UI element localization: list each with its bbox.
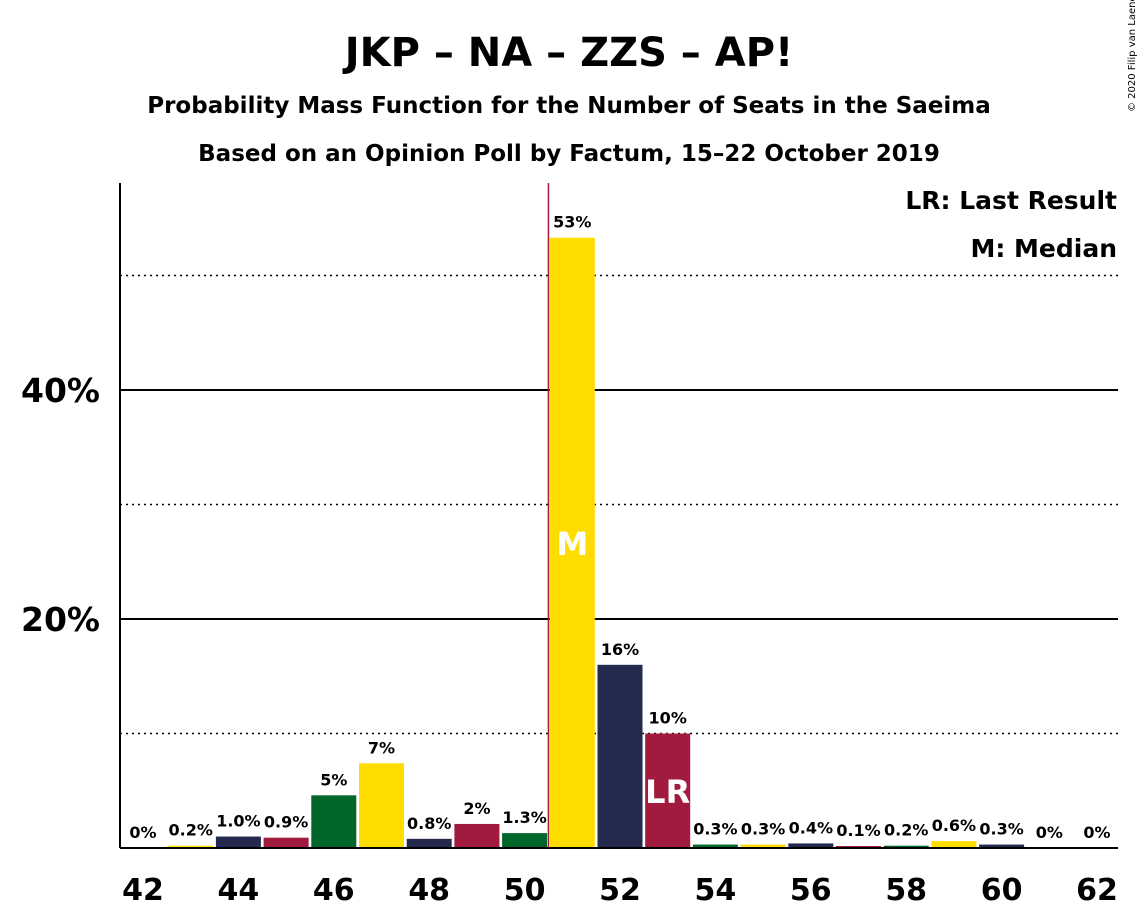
- bar-value-label: 0.3%: [979, 820, 1023, 839]
- y-tick-label: 40%: [21, 371, 100, 410]
- bar-value-label: 5%: [320, 770, 347, 789]
- bar-value-label: 0.9%: [264, 813, 308, 832]
- median-marker: M: [556, 525, 588, 563]
- y-tick-label: 20%: [21, 600, 100, 639]
- last-result-marker: LR: [645, 773, 690, 811]
- x-tick-label: 56: [790, 873, 832, 908]
- bar-seat-49: [454, 823, 500, 848]
- bar-seat-50: [502, 833, 548, 848]
- bar-labels-group: 0% 0.2% 1.0% 0.9%5%7%0.8%2% 1.3%53%16%10%0.3…: [129, 213, 1110, 842]
- axes-group: 42 44 46 48 50 52 54 56 58 60 62: [119, 183, 1118, 908]
- bar-value-label: 53%: [553, 213, 591, 232]
- legend-median: M: Median: [970, 234, 1117, 263]
- bar-value-label: 0.8%: [407, 814, 451, 833]
- bar-seat-43: [168, 845, 214, 848]
- legend-last-result: LR: Last Result: [905, 186, 1117, 215]
- x-tick-label: 54: [695, 873, 737, 908]
- bar-seat-55: [740, 844, 786, 848]
- bar-seat-47: [359, 763, 404, 848]
- copyright-note: © 2020 Filip van Laenen: [1127, 0, 1138, 112]
- x-tick-label: 44: [218, 873, 260, 908]
- bar-seat-46: [311, 795, 357, 848]
- bar-seat-54: [692, 844, 738, 848]
- bar-value-label: 16%: [601, 640, 639, 659]
- x-tick-label: 46: [313, 873, 355, 908]
- bar-seat-53: [645, 733, 691, 848]
- bar-value-label: 0.4%: [789, 818, 833, 837]
- chart-title: JKP – NA – ZZS – AP!: [342, 30, 794, 76]
- x-tick-label: 50: [504, 873, 546, 908]
- x-tick-label: 48: [408, 873, 450, 908]
- bars-group: [168, 183, 1025, 849]
- bar-seat-44: [215, 836, 261, 848]
- bar-value-label: 10%: [649, 709, 687, 728]
- bar-value-label: 0.2%: [169, 821, 213, 840]
- x-tick-label: 60: [981, 873, 1023, 908]
- bar-value-label: 0.3%: [693, 820, 737, 839]
- x-tick-label: 42: [122, 873, 164, 908]
- chart-subtitle-2: Based on an Opinion Poll by Factum, 15–2…: [198, 141, 940, 167]
- x-tick-label: 58: [885, 873, 927, 908]
- bar-seat-59: [931, 841, 977, 848]
- bar-seat-51: [549, 237, 595, 849]
- x-tick-label: 62: [1076, 873, 1118, 908]
- bar-value-label: 0.1%: [836, 821, 880, 840]
- bar-seat-58: [883, 845, 929, 848]
- chart-subtitle-1: Probability Mass Function for the Number…: [147, 93, 991, 119]
- bar-seat-48: [406, 838, 452, 848]
- bar-value-label: 0.6%: [932, 816, 976, 835]
- bar-value-label: 0%: [129, 823, 156, 842]
- bar-value-label: 2%: [463, 799, 490, 818]
- bar-value-label: 0.2%: [884, 821, 928, 840]
- bar-seat-56: [788, 843, 834, 848]
- bar-seat-52: [597, 664, 643, 848]
- bar-seat-60: [979, 844, 1025, 848]
- bar-value-label: 7%: [368, 738, 395, 757]
- bar-value-label: 0%: [1036, 823, 1063, 842]
- x-tick-label: 52: [599, 873, 641, 908]
- bar-value-label: 1.3%: [502, 808, 546, 827]
- bar-value-label: 0%: [1083, 823, 1110, 842]
- bar-value-label: 1.0%: [216, 812, 260, 831]
- bar-seat-45: [263, 837, 309, 848]
- bar-value-label: 0.3%: [741, 820, 785, 839]
